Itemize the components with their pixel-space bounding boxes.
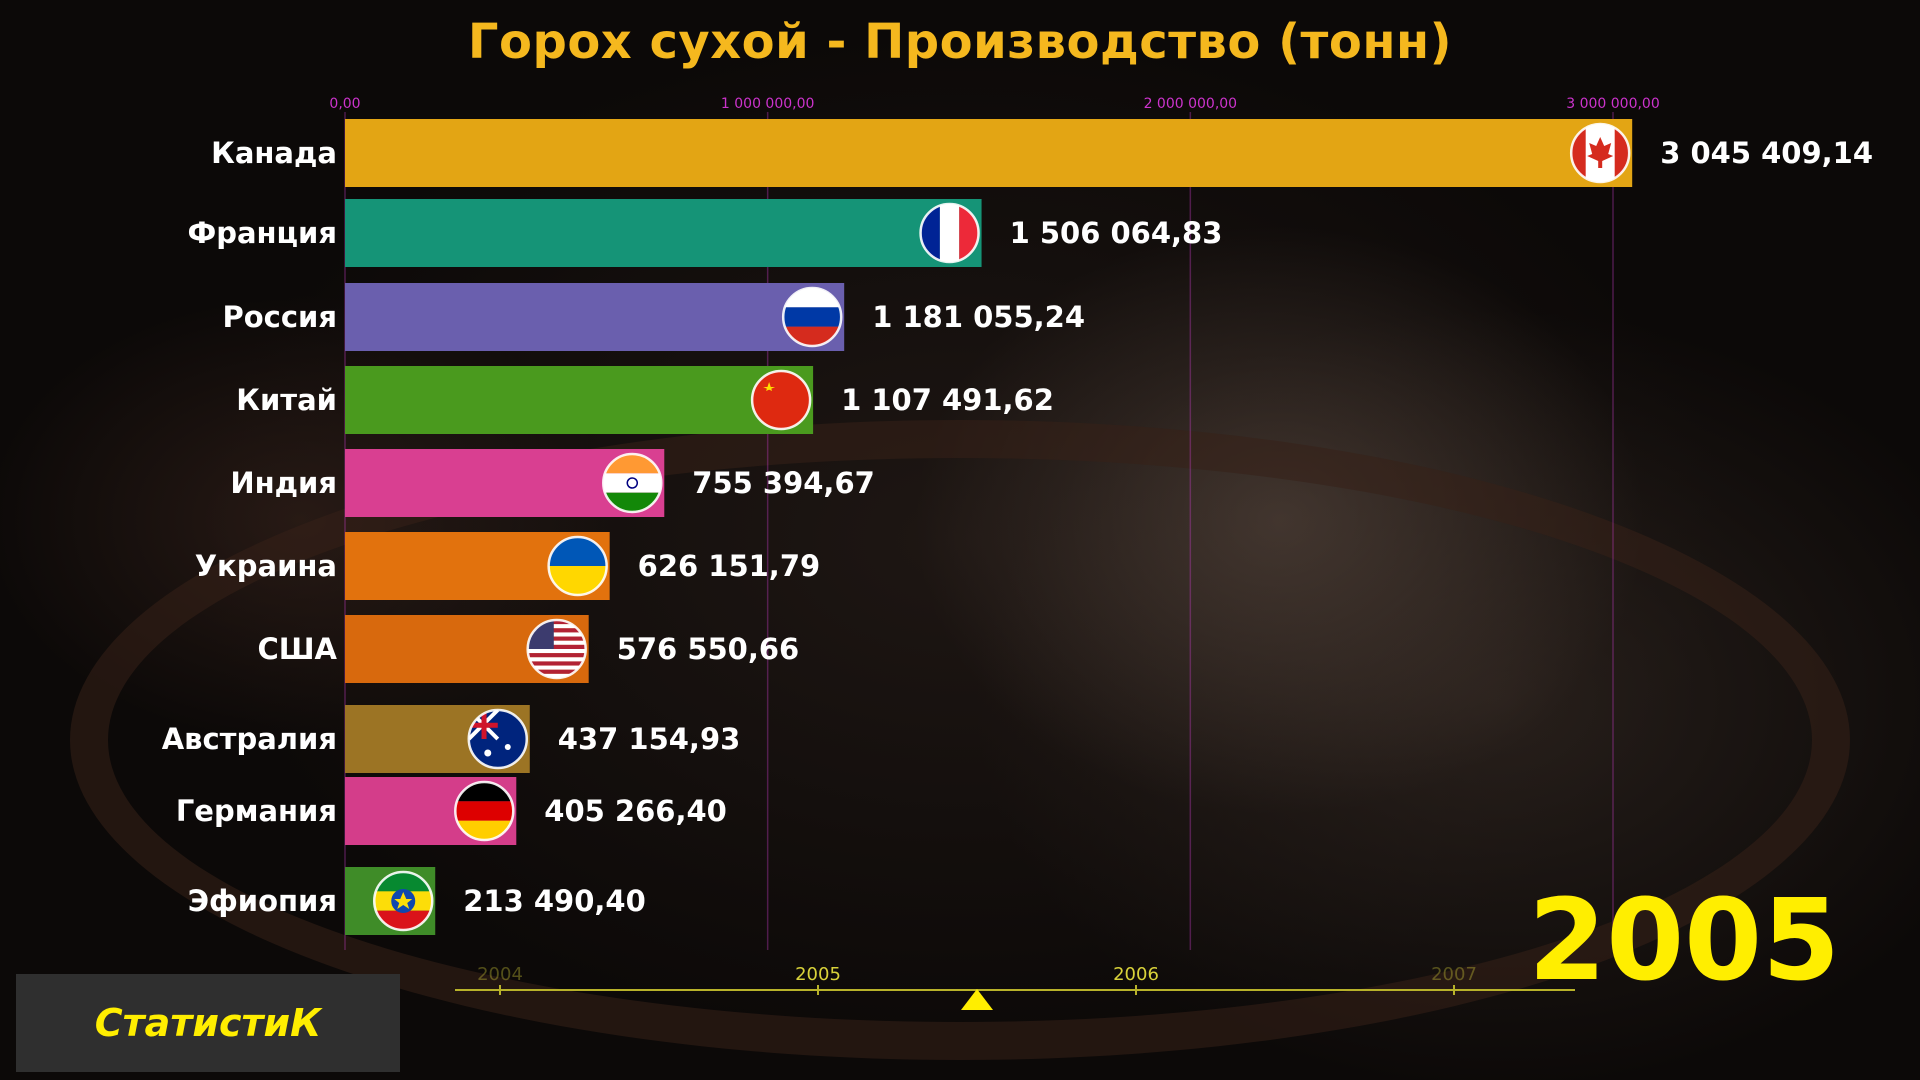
bar <box>345 283 845 351</box>
value-label: 1 181 055,24 <box>872 300 1085 334</box>
chart-title: Горох сухой - Производство (тонн) <box>467 14 1453 70</box>
bar <box>345 119 1633 187</box>
category-label: Франция <box>187 216 337 250</box>
current-year: 2005 <box>1528 876 1840 1006</box>
flag-ring <box>526 618 587 680</box>
china-flag-icon <box>752 371 811 429</box>
timeline-tick-label: 2005 <box>795 964 841 985</box>
flag-ring <box>1569 122 1631 184</box>
value-label: 576 550,66 <box>617 632 800 666</box>
value-label: 3 045 409,14 <box>1660 136 1873 170</box>
category-label: Индия <box>230 466 337 500</box>
bar <box>345 199 982 267</box>
timeline-tick-label: 2004 <box>477 964 523 985</box>
category-label: Германия <box>176 794 337 828</box>
x-tick-label: 1 000 000,00 <box>721 96 815 112</box>
x-tick-label: 3 000 000,00 <box>1566 96 1660 112</box>
flag-ring <box>467 708 529 770</box>
value-label: 1 107 491,62 <box>841 383 1054 417</box>
timeline-marker[interactable] <box>961 989 993 1010</box>
x-tick-label: 0,00 <box>329 96 360 112</box>
flag-ring <box>781 286 843 348</box>
timeline-tick-label: 2006 <box>1113 964 1159 985</box>
value-label: 213 490,40 <box>463 884 646 918</box>
category-label: Австралия <box>162 722 337 756</box>
flag-ring <box>454 780 515 842</box>
value-label: 437 154,93 <box>558 722 741 756</box>
flag-ring <box>547 535 608 597</box>
value-label: 626 151,79 <box>638 549 821 583</box>
category-label: США <box>257 632 337 666</box>
flag-ring <box>750 369 812 431</box>
flag-ring <box>602 452 663 514</box>
value-label: 755 394,67 <box>692 466 875 500</box>
x-tick-label: 2 000 000,00 <box>1144 96 1238 112</box>
brand-name: СтатистиК <box>94 1001 322 1045</box>
value-label: 405 266,40 <box>544 794 727 828</box>
bar <box>345 366 814 434</box>
category-label: Эфиопия <box>188 884 337 918</box>
flag-ring <box>372 870 434 932</box>
category-label: Украина <box>195 549 337 583</box>
value-label: 1 506 064,83 <box>1010 216 1223 250</box>
category-label: Канада <box>211 136 337 170</box>
australia-flag-icon <box>468 710 527 768</box>
timeline-tick-label: 2007 <box>1431 964 1477 985</box>
flag-ring <box>919 202 980 264</box>
category-label: Россия <box>223 300 338 334</box>
category-label: Китай <box>236 383 337 417</box>
brand-badge: СтатистиК <box>16 974 400 1072</box>
